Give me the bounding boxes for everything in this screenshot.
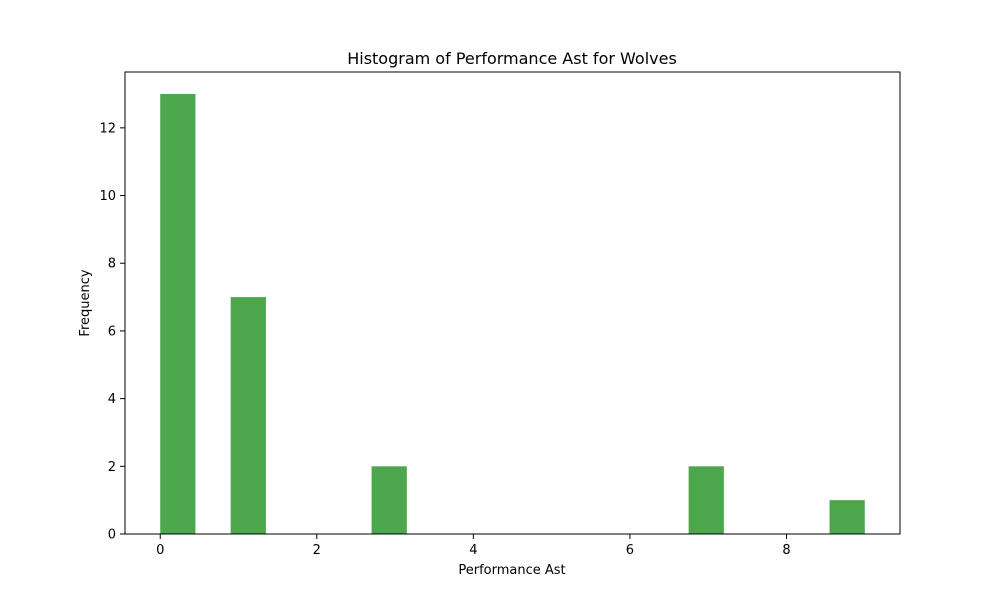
- x-axis-ticks: 0 2 4 6 8: [156, 534, 791, 558]
- x-tick-label: 8: [782, 543, 790, 558]
- y-tick-label: 2: [108, 460, 116, 475]
- x-tick-label: 2: [313, 543, 321, 558]
- histogram-bar-1: [230, 297, 266, 534]
- x-tick-label: 6: [626, 543, 634, 558]
- y-tick-label: 0: [108, 528, 116, 543]
- bars-group: [160, 94, 865, 534]
- y-tick-label: 12: [99, 121, 116, 136]
- y-tick-label: 8: [108, 257, 116, 272]
- plot-frame: [124, 71, 901, 535]
- y-tick-label: 6: [108, 324, 116, 339]
- x-tick-label: 0: [156, 543, 164, 558]
- y-tick-label: 4: [108, 392, 116, 407]
- x-tick-label: 4: [469, 543, 477, 558]
- x-axis-label: Performance Ast: [458, 563, 565, 578]
- y-axis-ticks: 0 2 4 6 8 10 12: [99, 121, 125, 543]
- y-axis-label: Frequency: [78, 269, 93, 336]
- histogram-bar-4: [829, 500, 865, 534]
- y-tick-label: 10: [99, 189, 116, 204]
- chart-title: Histogram of Performance Ast for Wolves: [347, 49, 677, 68]
- histogram-bar-0: [160, 94, 196, 534]
- histogram-bar-2: [371, 466, 407, 534]
- histogram-bar-3: [688, 466, 724, 534]
